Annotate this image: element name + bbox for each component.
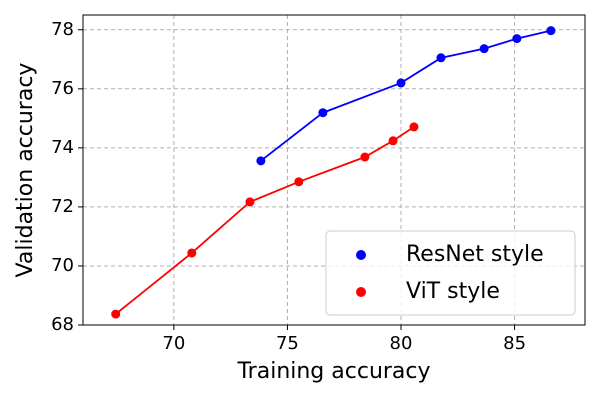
legend-marker — [356, 287, 366, 297]
point — [245, 197, 255, 207]
series-line — [260, 29, 552, 162]
legend: ResNet style ViT style — [325, 230, 576, 316]
y-tick-label: 72 — [51, 196, 74, 217]
point — [360, 152, 370, 162]
point — [436, 53, 446, 63]
x-tick-label: 70 — [162, 333, 185, 354]
point — [546, 26, 556, 36]
plot-frame — [82, 14, 586, 326]
point — [256, 156, 266, 166]
x-tick-label: 85 — [503, 333, 526, 354]
x-tick-label: 75 — [276, 333, 299, 354]
legend-label: ResNet style — [406, 242, 544, 267]
legend-marker — [356, 250, 366, 260]
y-tick-label: 76 — [51, 78, 74, 99]
point — [409, 122, 419, 132]
y-axis-label: Validation accuracy — [13, 63, 38, 278]
point — [294, 177, 304, 187]
point — [479, 44, 489, 54]
y-tick-label: 74 — [51, 137, 74, 158]
x-tick-label: 80 — [390, 333, 413, 354]
y-tick-label: 68 — [51, 314, 74, 335]
point — [187, 248, 197, 258]
point — [388, 136, 398, 146]
point — [512, 34, 522, 44]
x-axis-label: Training accuracy — [236, 359, 430, 384]
point — [318, 108, 328, 118]
legend-label: ViT style — [406, 279, 500, 304]
legend-box — [325, 230, 576, 316]
y-tick-label: 78 — [51, 19, 74, 40]
point — [396, 78, 406, 88]
point — [111, 309, 121, 319]
y-tick-label: 70 — [51, 255, 74, 276]
